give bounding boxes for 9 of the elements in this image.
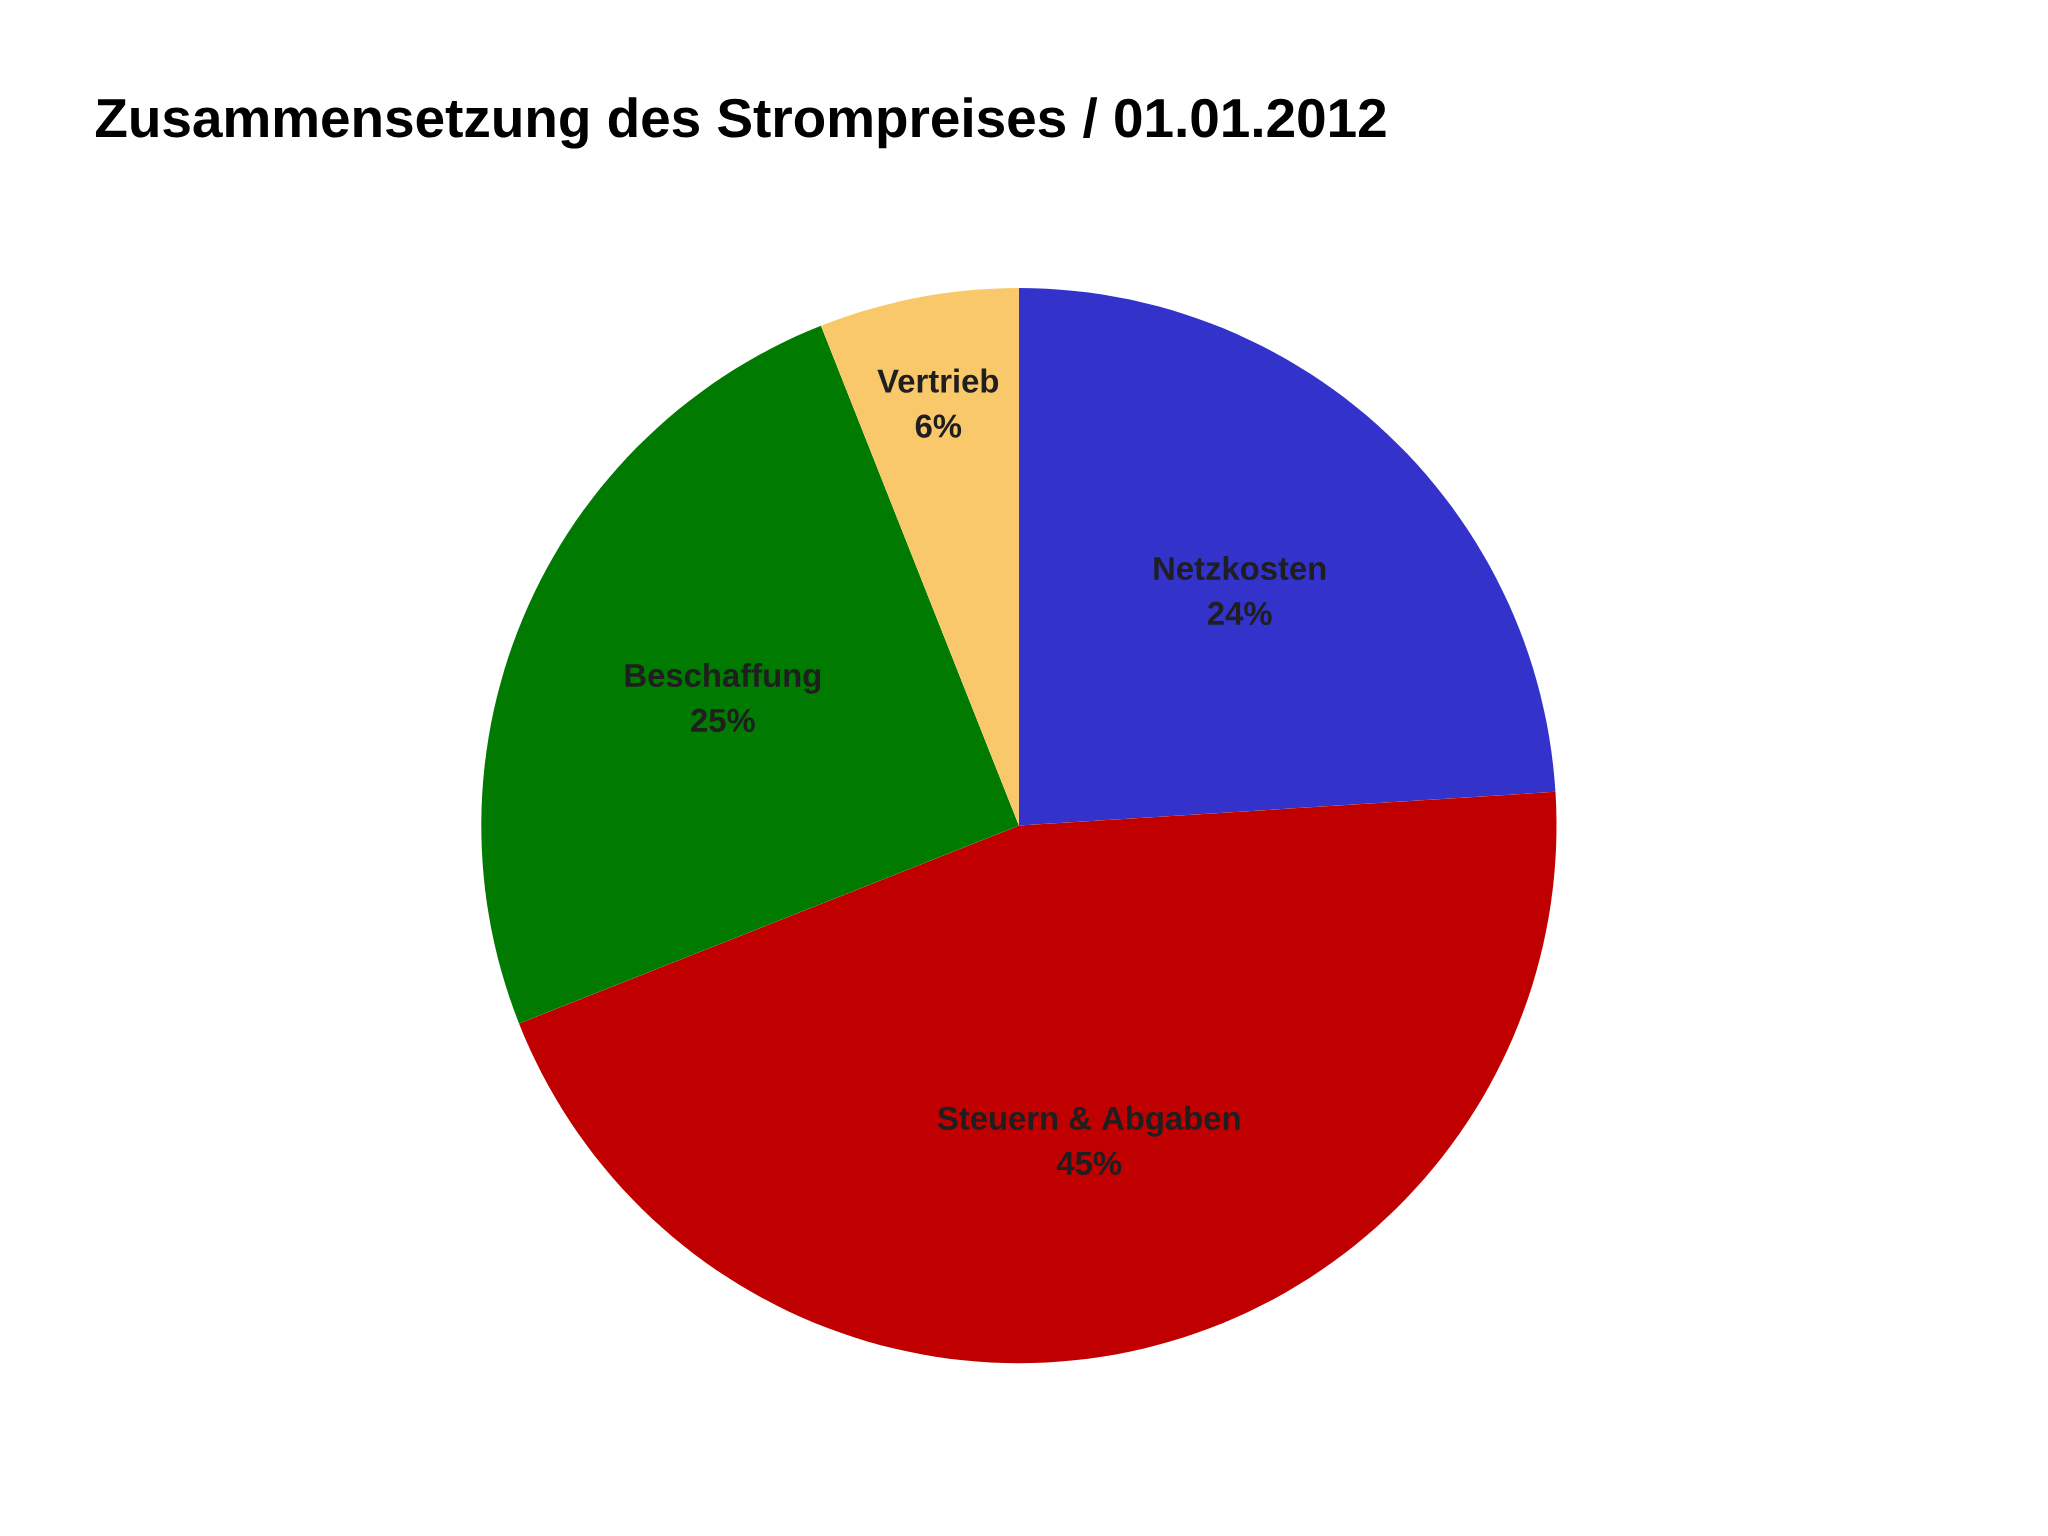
slice-label: Beschaffung: [625, 662, 821, 694]
slice-label: Vertrieb: [877, 368, 999, 393]
slice-label: Netzkosten: [1154, 555, 1326, 581]
data-label: 25%: [691, 708, 755, 733]
slice-label: Steuern & Abgaben: [937, 1105, 1240, 1137]
data-label: 24%: [1207, 601, 1272, 626]
data-label: 45%: [1056, 1151, 1122, 1175]
chart-title: Zusammensetzung des Strompreises / 01.01.2012: [95, 97, 1386, 149]
data-label: 6%: [915, 414, 962, 438]
